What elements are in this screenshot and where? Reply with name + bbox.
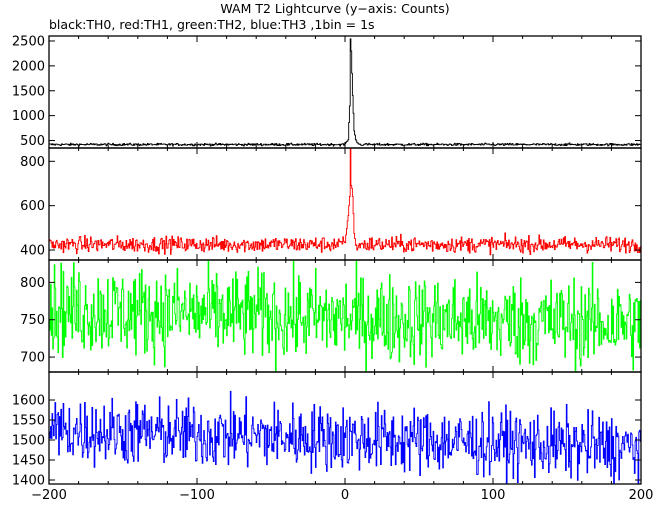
y-tick-label: 1500: [12, 434, 45, 449]
panel-th1: 400 600 800: [20, 147, 642, 261]
chart-subtitle: black:TH0, red:TH1, green:TH2, blue:TH3 …: [49, 17, 375, 32]
panel-frame: [48, 259, 642, 373]
y-tick-label: 1600: [12, 394, 45, 409]
y-tick-label: 700: [20, 351, 45, 366]
panel-th0: 500 1000 1500 2000 2500: [12, 34, 642, 149]
y-tick-label: 1550: [12, 414, 45, 429]
y-tick-label: 1000: [12, 109, 45, 124]
panel-frame: [48, 35, 642, 149]
panel-th2: 700 750 800: [20, 259, 642, 373]
y-tick-label: 500: [20, 134, 45, 149]
x-tick-label: −100: [179, 488, 215, 503]
x-axis: −200 −100 0 100 200: [31, 488, 653, 503]
y-tick-label: 750: [20, 313, 45, 328]
x-tick-label: −200: [31, 488, 67, 503]
panels-group: 500 1000 1500 2000 2500 400 600 800 700 750 800 140…: [12, 34, 642, 489]
y-tick-label: 800: [20, 276, 45, 291]
chart-title: WAM T2 Lightcurve (y−axis: Counts): [220, 1, 449, 16]
series-line-th0: [49, 38, 642, 147]
y-tick-label: 600: [20, 199, 45, 214]
panel-th3: 1400 1450 1500 1550 1600: [12, 371, 642, 489]
x-tick-label: 200: [629, 488, 654, 503]
panel-frame: [48, 147, 642, 261]
y-tick-label: 1500: [12, 84, 45, 99]
x-tick-label: 100: [481, 488, 506, 503]
x-tick-label: 0: [341, 488, 349, 503]
series-line-th1: [49, 147, 642, 256]
y-tick-label: 1400: [12, 474, 45, 489]
y-tick-label: 800: [20, 155, 45, 170]
series-line-th2: [49, 259, 642, 373]
y-tick-label: 2500: [12, 34, 45, 49]
series-line-th3: [49, 390, 642, 485]
y-tick-label: 400: [20, 244, 45, 259]
y-tick-label: 2000: [12, 59, 45, 74]
y-tick-label: 1450: [12, 454, 45, 469]
